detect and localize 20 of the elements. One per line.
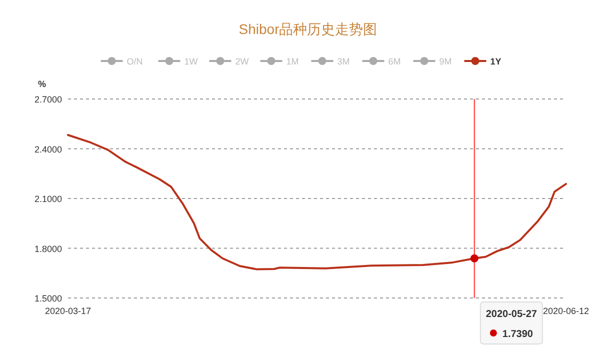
legend-label: O/N [126, 56, 143, 66]
chart-title: Shibor品种历史走势图 [238, 21, 378, 37]
line-series [67, 134, 567, 270]
legend-label: 9M [439, 56, 452, 66]
y-tick-label: 2.7000 [34, 94, 62, 104]
legend-label: 2W [235, 56, 250, 66]
y-tick-label: 1.5000 [34, 294, 62, 304]
y-tick-label: 1.8000 [34, 244, 62, 254]
y-axis-title: % [38, 79, 46, 89]
y-tick-label: 2.4000 [34, 144, 62, 154]
x-tick-label: 2020-06-12 [542, 306, 590, 316]
legend-label: 6M [388, 56, 401, 66]
legend-label: 3M [337, 56, 350, 66]
legend-label: 1Y [490, 56, 502, 66]
y-tick-label: 2.1000 [34, 194, 62, 204]
legend-label: 1W [184, 56, 198, 66]
ref-line-label: 2020-05-27 [486, 309, 538, 320]
text: 1.7390 [502, 329, 534, 340]
x-tick-label: 2020-03-17 [44, 306, 92, 316]
legend-label: 1M [286, 56, 299, 66]
